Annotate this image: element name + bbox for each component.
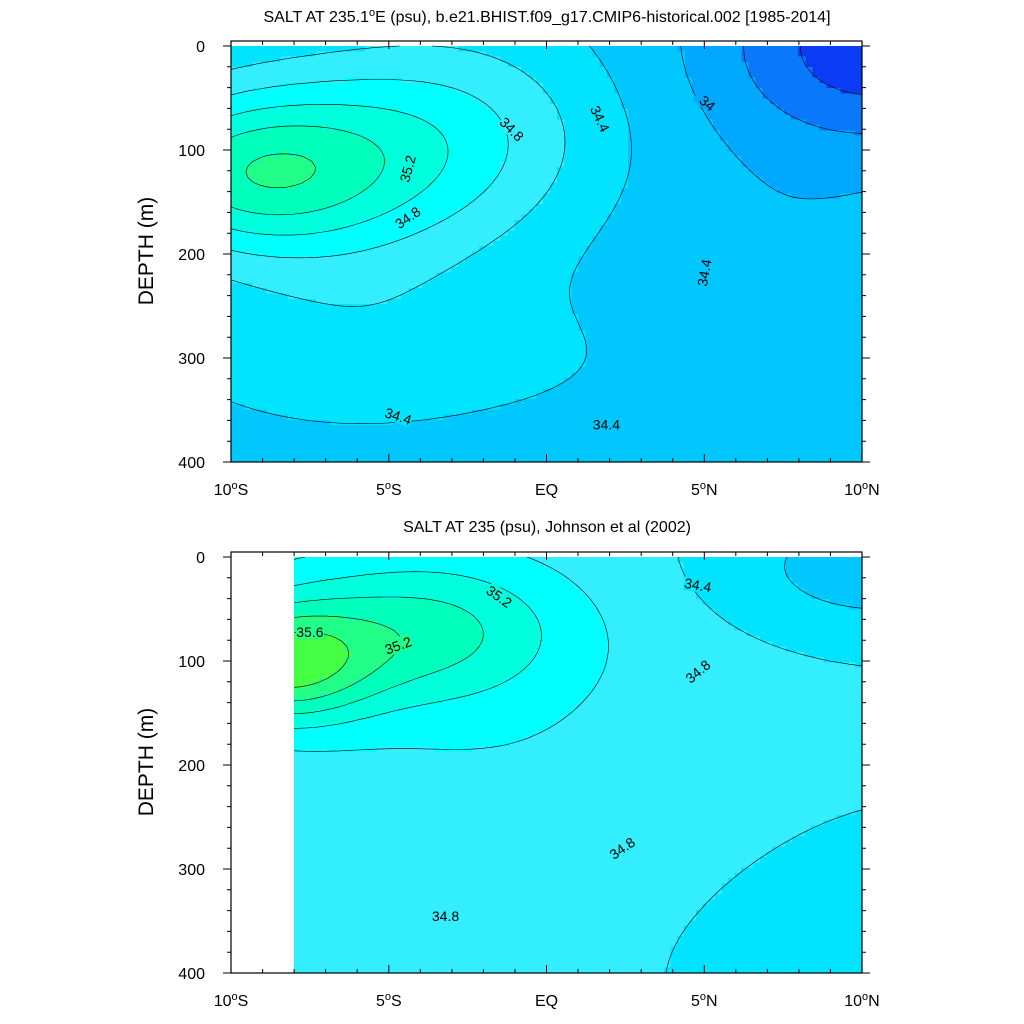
contour-line <box>294 571 542 729</box>
contour-line <box>743 45 863 134</box>
y-tick-label: 0 <box>196 550 205 567</box>
contour-lines <box>230 45 863 424</box>
x-tick-label: EQ <box>535 482 558 499</box>
contour-line <box>784 556 863 609</box>
contour-line <box>666 556 863 974</box>
contour-line <box>230 45 566 307</box>
x-tick-label: 5oS <box>376 480 402 499</box>
tick-marks <box>223 552 870 974</box>
y-tick-label: 100 <box>178 654 205 671</box>
y-tick-label: 400 <box>178 966 205 983</box>
x-tick-label: 5oN <box>691 480 718 499</box>
contour-line <box>294 596 484 714</box>
contour-line <box>230 104 449 236</box>
y-tick-labels: 0 100 200 300 400 <box>178 39 205 472</box>
contour-line <box>230 125 385 216</box>
x-tick-label: 5oN <box>691 991 718 1010</box>
panel-title: SALT AT 235.1oE (psu), b.e21.BHIST.f09_g… <box>263 7 830 26</box>
salinity-fill <box>294 557 863 974</box>
x-tick-label: 10oS <box>214 991 249 1010</box>
contour-line <box>230 79 509 259</box>
y-tick-labels: 0 100 200 300 400 <box>178 550 205 983</box>
y-tick-label: 200 <box>178 758 205 775</box>
contour-line <box>230 45 632 424</box>
contour-line <box>294 556 609 752</box>
contour-line <box>245 153 316 189</box>
axis-ticks <box>223 552 870 974</box>
tick-marks <box>223 41 870 463</box>
y-axis-label: DEPTH (m) <box>135 197 158 306</box>
y-tick-label: 100 <box>178 143 205 160</box>
y-tick-label: 300 <box>178 862 205 879</box>
contour-line <box>800 45 863 95</box>
contour-label: 35.6 <box>295 623 324 640</box>
x-tick-label: 10oS <box>214 480 249 499</box>
x-tick-labels: 10oS 5oS EQ 5oN 10oN <box>214 480 880 499</box>
x-tick-label: 10oN <box>844 991 879 1010</box>
y-axis-label: DEPTH (m) <box>135 708 158 817</box>
contour-label: 34.4 <box>592 416 621 433</box>
panel-title: SALT AT 235 (psu), Johnson et al (2002) <box>403 519 691 536</box>
x-tick-labels: 10oS 5oS EQ 5oN 10oN <box>214 991 880 1010</box>
salinity-fill <box>231 46 863 463</box>
y-tick-label: 400 <box>178 455 205 472</box>
contour-label: 35.2 <box>382 633 414 658</box>
contour-label: 34.4 <box>693 257 715 288</box>
x-tick-label: 5oS <box>376 991 402 1010</box>
y-tick-label: 200 <box>178 247 205 264</box>
y-tick-label: 0 <box>196 39 205 56</box>
contour-label: 35.2 <box>396 153 419 185</box>
y-tick-label: 300 <box>178 351 205 368</box>
x-tick-label: 10oN <box>844 480 879 499</box>
x-tick-label: EQ <box>535 993 558 1010</box>
axis-ticks <box>223 41 870 463</box>
contour-label: 34.4 <box>682 574 714 595</box>
panel-model: SALT AT 235.1oE (psu), b.e21.BHIST.f09_g… <box>135 7 880 499</box>
panel-observations: SALT AT 235 (psu), Johnson et al (2002) … <box>135 519 880 1010</box>
contour-label: 34 <box>692 88 724 118</box>
contour-label: 34.8 <box>431 907 460 924</box>
